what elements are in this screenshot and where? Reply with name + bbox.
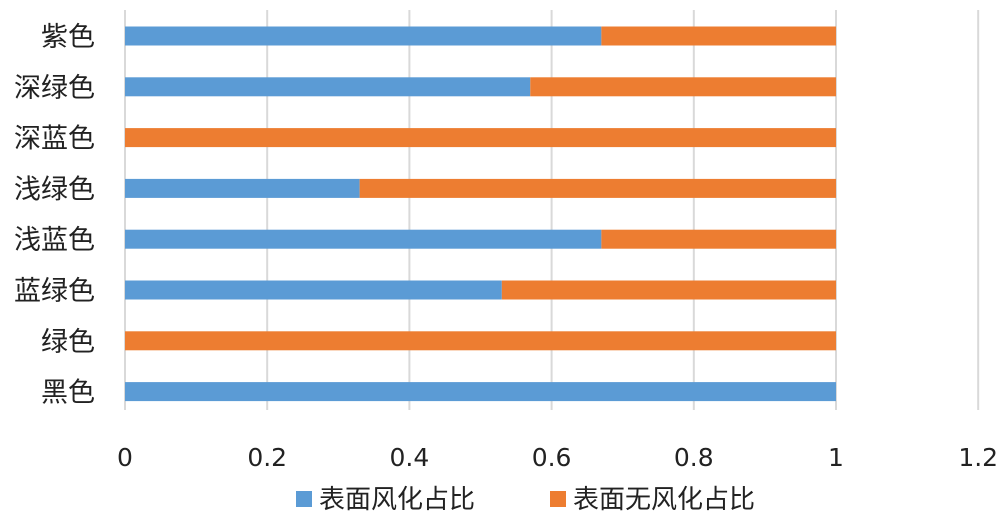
x-tick-label: 0.6 <box>532 443 572 472</box>
bar-weathered <box>125 280 502 300</box>
legend-swatch-weathered <box>296 491 312 507</box>
bars <box>125 26 836 402</box>
bar-weathered <box>125 77 531 97</box>
legend: 表面风化占比 表面无风化占比 <box>296 485 755 515</box>
bar-unweathered <box>125 128 836 148</box>
bar-unweathered <box>125 331 836 351</box>
legend-swatch-unweathered <box>550 491 566 507</box>
x-tick-label: 0 <box>117 443 133 472</box>
x-tick-label: 1 <box>828 443 844 472</box>
x-tick-label: 0.4 <box>390 443 430 472</box>
x-tick-label: 1.2 <box>958 443 998 472</box>
bar-weathered <box>125 229 602 249</box>
category-label: 绿色 <box>41 327 95 358</box>
category-label: 浅蓝色 <box>14 225 95 256</box>
bar-unweathered <box>530 77 836 97</box>
category-label: 深绿色 <box>14 73 95 104</box>
category-label: 深蓝色 <box>14 124 95 155</box>
legend-label-weathered: 表面风化占比 <box>319 485 475 515</box>
bar-unweathered <box>359 178 836 198</box>
bar-weathered <box>125 26 602 46</box>
gridlines <box>124 10 980 410</box>
x-tick-labels: 0 0.2 0.4 0.6 0.8 1 1.2 <box>117 443 998 472</box>
category-label: 黑色 <box>41 378 95 409</box>
bar-unweathered <box>601 229 836 249</box>
bar-weathered <box>125 382 836 402</box>
bar-weathered <box>125 178 360 198</box>
category-label: 浅绿色 <box>14 174 95 205</box>
legend-label-unweathered: 表面无风化占比 <box>573 485 755 515</box>
bar-unweathered <box>601 26 836 46</box>
x-tick-label: 0.2 <box>247 443 287 472</box>
bar-unweathered <box>501 280 836 300</box>
category-label: 蓝绿色 <box>14 276 95 307</box>
category-label: 紫色 <box>41 22 95 53</box>
x-tick-label: 0.8 <box>674 443 714 472</box>
